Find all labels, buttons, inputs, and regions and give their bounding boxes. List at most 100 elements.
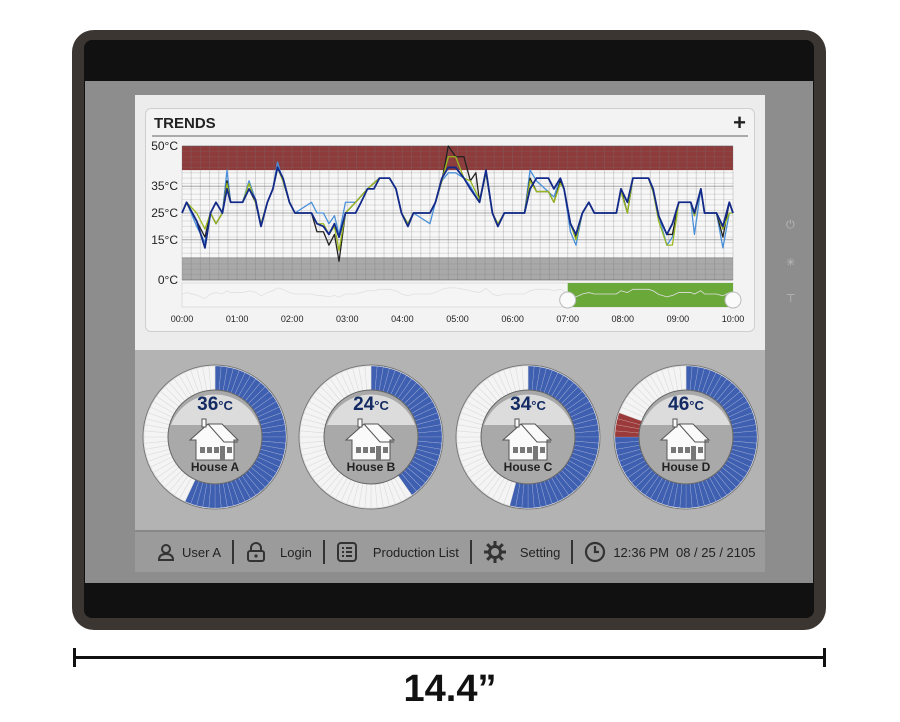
navigator-selection[interactable] [567, 283, 733, 307]
x-tick-label: 02:00 [281, 314, 304, 324]
high-alarm-band [182, 146, 733, 171]
house-window [200, 447, 205, 453]
user-button[interactable]: User A [157, 543, 221, 561]
house-window [207, 447, 212, 453]
gauge-house-d[interactable]: 46°C House D [611, 362, 761, 512]
house-window [383, 447, 388, 453]
clock-icon [585, 541, 606, 563]
house-window [227, 447, 232, 453]
ruler-end [823, 648, 826, 667]
house-door [691, 446, 696, 460]
house-chimney [357, 418, 363, 428]
gear-icon [483, 541, 506, 563]
gauge-label: House C [503, 460, 553, 474]
clock-display: 12:36 PM 08 / 25 / 2105 [584, 541, 755, 563]
house-window [513, 447, 518, 453]
add-trend-button[interactable]: + [733, 110, 746, 135]
time-label: 12:36 PM [613, 544, 669, 560]
date-label: 08 / 25 / 2105 [675, 544, 756, 560]
gauge-label: House D [661, 460, 711, 474]
house-window [678, 447, 683, 453]
gauge-temperature: 24°C [353, 394, 389, 415]
list-icon [336, 542, 357, 562]
gauge-temp-band [484, 394, 572, 425]
y-tick-label: 0°C [158, 273, 178, 287]
production-list-label: Production List [372, 544, 459, 560]
gauge-temperature: 46°C [668, 394, 704, 415]
setting-label: Setting [519, 544, 561, 560]
x-tick-label: 08:00 [612, 314, 635, 324]
house-icon [344, 418, 396, 461]
size-ruler [74, 656, 826, 659]
house-roof [678, 423, 709, 443]
house-door [220, 446, 225, 460]
setting-button[interactable]: Setting [483, 540, 560, 564]
x-tick-label: 03:00 [336, 314, 359, 324]
brightness-icon[interactable]: ✳ [786, 257, 796, 269]
y-tick-label: 15°C [151, 233, 178, 247]
footer-bar: User A Login Production List Setting 12:… [135, 530, 765, 572]
house-window [356, 447, 361, 453]
house-chimney [514, 418, 520, 428]
gauge-house-a[interactable]: 36°C House A [140, 362, 290, 512]
divider [469, 540, 472, 564]
y-tick-label: 35°C [151, 179, 178, 193]
house-window [370, 447, 375, 453]
house-window [214, 447, 219, 453]
x-tick-label: 04:00 [391, 314, 414, 324]
gauge-temperature: 36°C [197, 394, 233, 415]
house-icon [501, 418, 553, 461]
x-tick-label: 01:00 [226, 314, 249, 324]
house-window [540, 447, 545, 453]
x-tick-label: 09:00 [667, 314, 690, 324]
ruler-end [73, 648, 76, 667]
login-label: Login [280, 544, 312, 560]
lock-icon [247, 542, 266, 562]
gauge-temperature: 34°C [510, 394, 546, 415]
house-icon [659, 418, 711, 461]
house-window [685, 447, 690, 453]
x-tick-label: 00:00 [171, 314, 194, 324]
gauge-temp-band [171, 394, 259, 425]
house-window [527, 447, 532, 453]
house-window [363, 447, 368, 453]
x-tick-label: 07:00 [556, 314, 579, 324]
gauge-area: 36°C House A 24°C House B 34°C House C 46°C Hou… [135, 350, 765, 530]
screen-size-label: 14.4” [403, 668, 497, 710]
navigator-handle[interactable] [724, 291, 742, 309]
x-tick-label: 10:00 [722, 314, 745, 324]
house-roof [363, 423, 394, 443]
login-button[interactable]: Login [245, 542, 312, 562]
house-window [671, 447, 676, 453]
series-line [181, 166, 734, 249]
divider [571, 540, 574, 564]
production-list-button[interactable]: Production List [336, 542, 459, 562]
y-tick-label: 25°C [151, 206, 178, 220]
user-label: User A [182, 544, 222, 560]
divider [152, 135, 748, 137]
house-chimney [201, 418, 207, 428]
hmi-screen: TRENDS + 50°C 35°C 25°C 15°C 0°C 00:00 01:00 02… [135, 95, 765, 572]
y-tick-label: 50°C [151, 139, 178, 153]
house-roof [207, 423, 238, 443]
x-tick-label: 05:00 [446, 314, 469, 324]
power-icon[interactable]: ⏻ [786, 219, 795, 231]
gauge-house-b[interactable]: 24°C House B [296, 362, 446, 512]
house-window [698, 447, 703, 453]
navigator-handle[interactable] [559, 291, 577, 309]
user-icon [157, 544, 175, 561]
gauge-house-c[interactable]: 34°C House C [453, 362, 603, 512]
divider [322, 540, 325, 564]
house-chimney [672, 418, 678, 428]
divider [232, 540, 235, 564]
trend-chart: 50°C 35°C 25°C 15°C 0°C 00:00 01:00 02:00 03:00 0… [151, 139, 745, 324]
x-tick-label: 06:00 [501, 314, 524, 324]
low-alarm-band [182, 257, 733, 280]
network-icon[interactable]: ⊤ [786, 293, 796, 305]
gauge-temp-band [327, 394, 415, 425]
trends-title: TRENDS [154, 115, 216, 132]
house-roof [520, 423, 551, 443]
gauge-label: House A [190, 460, 240, 474]
gauge-label: House B [346, 460, 396, 474]
navigator-sparkline [181, 287, 734, 300]
